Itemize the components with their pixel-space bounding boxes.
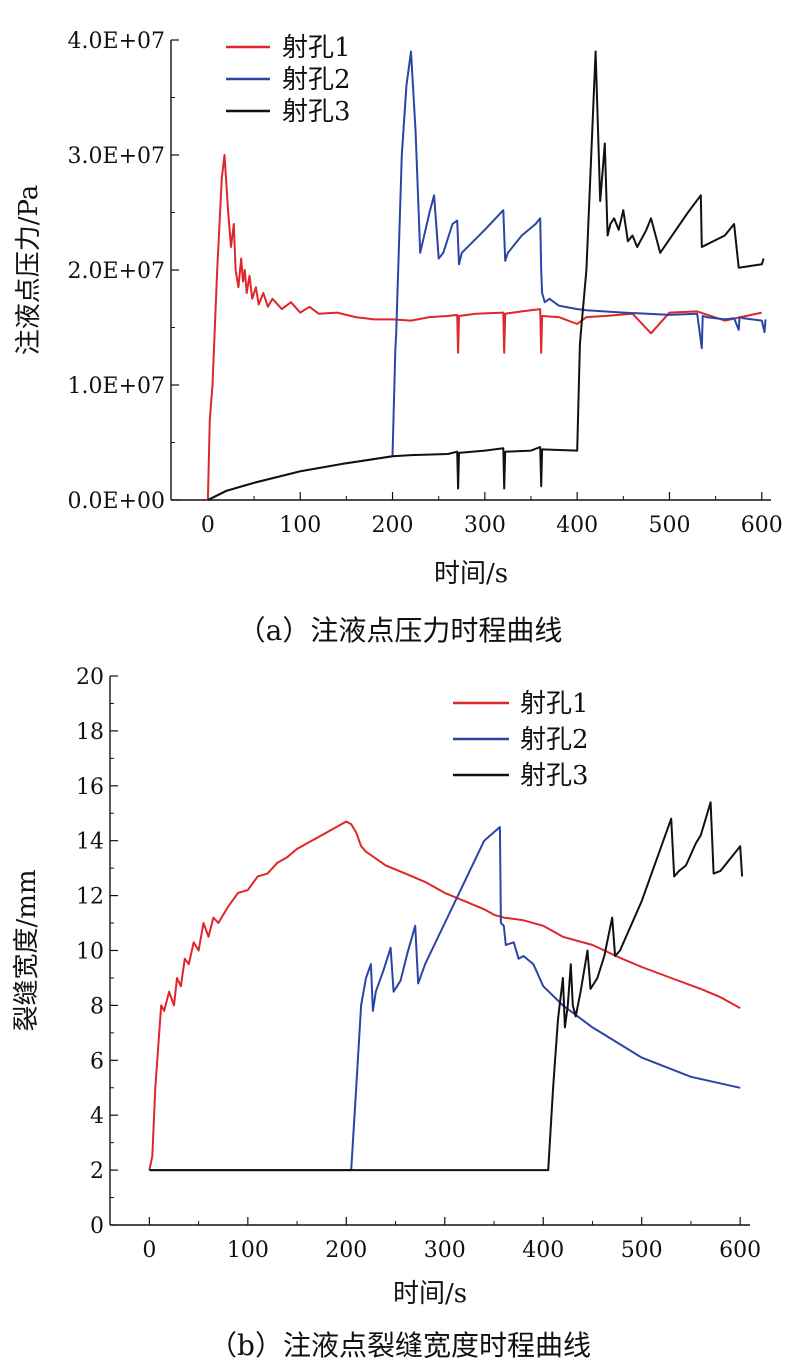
y-tick-label: 1.0E+07 xyxy=(68,374,165,399)
x-tick-label: 0 xyxy=(201,513,215,538)
legend-label-2: 射孔2 xyxy=(282,65,351,95)
y-tick-label: 8 xyxy=(90,994,104,1019)
y-tick-label: 18 xyxy=(76,720,104,745)
series-line-3 xyxy=(207,50,765,501)
y-axis-label: 注液点压力/Pa xyxy=(14,185,44,356)
chart-caption: （a）注液点压力时程曲线 xyxy=(238,614,563,647)
x-tick-label: 500 xyxy=(621,1238,663,1263)
legend-label-1: 射孔1 xyxy=(520,689,589,719)
y-tick-label: 20 xyxy=(76,665,104,690)
series-line-2 xyxy=(207,50,767,501)
x-axis-label: 时间/s xyxy=(393,1279,467,1309)
y-tick-label: 4 xyxy=(90,1104,104,1129)
x-axis-label: 时间/s xyxy=(434,559,508,589)
y-tick-label: 0 xyxy=(90,1214,104,1239)
legend-label-3: 射孔3 xyxy=(520,761,589,791)
x-tick-label: 500 xyxy=(648,513,690,538)
y-tick-label: 12 xyxy=(76,885,104,910)
legend-label-3: 射孔3 xyxy=(282,97,351,127)
x-tick-label: 0 xyxy=(142,1238,156,1263)
y-tick-label: 6 xyxy=(90,1049,104,1074)
chart-a: 0.0E+00 1.0E+07 2.0E+07 3.0E+07 4.0E+07 0 100 2… xyxy=(14,29,783,647)
x-tick-label: 100 xyxy=(227,1238,269,1263)
y-tick-label: 2 xyxy=(90,1159,104,1184)
y-tick-label: 10 xyxy=(76,940,104,965)
y-tick-label: 3.0E+07 xyxy=(68,144,165,169)
x-tick-label: 200 xyxy=(325,1238,367,1263)
y-tick-label: 2.0E+07 xyxy=(68,259,165,284)
series-line-2 xyxy=(149,826,741,1172)
y-tick-label: 14 xyxy=(76,830,104,855)
x-tick-label: 300 xyxy=(424,1238,466,1263)
x-tick-label: 400 xyxy=(556,513,598,538)
x-tick-label: 400 xyxy=(522,1238,564,1263)
series-line-1 xyxy=(206,154,763,501)
y-axis-label: 裂缝宽度/mm xyxy=(12,869,42,1031)
y-tick-label: 0.0E+00 xyxy=(68,489,165,514)
legend-label-2: 射孔2 xyxy=(520,725,589,755)
legend-label-1: 射孔1 xyxy=(282,33,351,63)
y-tick-label: 16 xyxy=(76,775,104,800)
x-tick-label: 600 xyxy=(719,1238,761,1263)
series-line-3 xyxy=(149,801,744,1172)
x-tick-label: 300 xyxy=(464,513,506,538)
x-tick-label: 100 xyxy=(279,513,321,538)
chart-caption: （b）注液点裂缝宽度时程曲线 xyxy=(209,1329,591,1362)
series-line-1 xyxy=(148,820,741,1171)
x-tick-label: 600 xyxy=(741,513,783,538)
y-tick-label: 4.0E+07 xyxy=(68,29,165,54)
x-tick-label: 200 xyxy=(372,513,414,538)
